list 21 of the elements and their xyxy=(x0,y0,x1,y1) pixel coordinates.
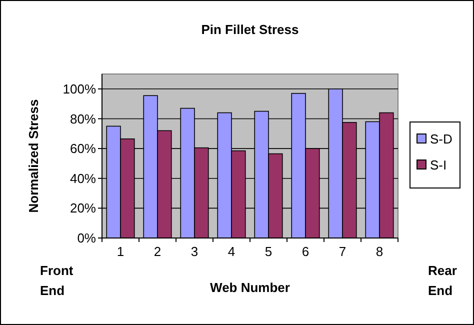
y-tick-label: 100% xyxy=(62,81,96,96)
x-axis-title: Web Number xyxy=(210,280,290,295)
x-tick-label: 5 xyxy=(264,244,272,259)
x-tick-label: 8 xyxy=(376,244,384,259)
y-tick-label: 80% xyxy=(70,111,96,126)
y-tick-label: 40% xyxy=(70,170,96,186)
text: Rear End xyxy=(428,263,457,298)
legend-label: S-D xyxy=(430,132,452,147)
x-tick-label: 2 xyxy=(154,244,162,259)
legend-label: S-I xyxy=(430,158,447,173)
x-tick-label: 6 xyxy=(302,244,310,259)
x-tick-label: 1 xyxy=(116,244,124,259)
y-tick-label: 0% xyxy=(77,230,96,246)
y-axis-title: Normalized Stress xyxy=(26,99,41,213)
text: Front End xyxy=(40,263,74,298)
x-tick-label: 7 xyxy=(338,244,346,259)
chart-title: Pin Fillet Stress xyxy=(201,22,299,37)
y-tick-label: 20% xyxy=(70,200,96,216)
x-tick-label: 4 xyxy=(228,244,236,259)
y-tick-label: 60% xyxy=(70,141,96,156)
x-tick-label: 3 xyxy=(190,244,198,259)
